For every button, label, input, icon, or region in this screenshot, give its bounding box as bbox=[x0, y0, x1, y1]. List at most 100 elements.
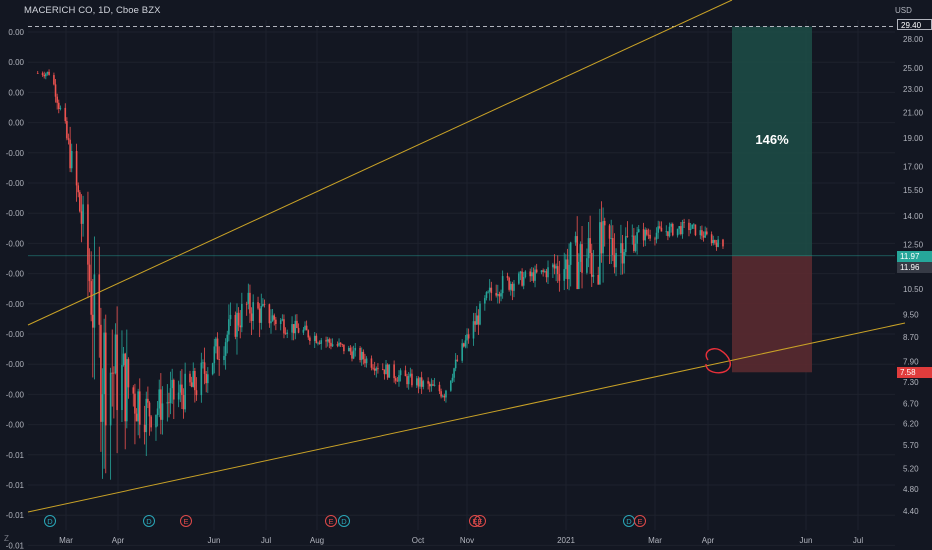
candle-body bbox=[547, 267, 549, 278]
candle-body bbox=[386, 364, 389, 378]
candle-body bbox=[385, 364, 387, 375]
dividend-marker[interactable]: D bbox=[44, 515, 56, 527]
x-axis-tick: Jun bbox=[800, 536, 813, 545]
candle-body bbox=[354, 347, 357, 351]
candle-body bbox=[143, 424, 146, 433]
candle-body bbox=[521, 271, 523, 286]
candle-body bbox=[501, 276, 504, 294]
currency-label: USD bbox=[895, 6, 912, 15]
candle-body bbox=[466, 334, 468, 341]
candle-body bbox=[416, 378, 418, 386]
candle-body bbox=[226, 334, 229, 343]
candle-body bbox=[273, 315, 276, 320]
candle-body bbox=[249, 292, 251, 314]
candle-body bbox=[599, 222, 601, 285]
candle-body bbox=[433, 384, 436, 386]
candle-body bbox=[307, 330, 310, 338]
left-axis-tick: -0.00 bbox=[6, 209, 25, 218]
candle-body bbox=[464, 340, 467, 347]
candle-body bbox=[92, 314, 94, 328]
candle-body bbox=[57, 102, 60, 109]
x-axis-tick: Jun bbox=[208, 536, 221, 545]
candle-body bbox=[202, 362, 204, 364]
candle-body bbox=[519, 271, 522, 274]
candle-body bbox=[147, 398, 149, 403]
candle-body bbox=[292, 324, 295, 334]
candle-body bbox=[636, 232, 638, 244]
candle-body bbox=[427, 381, 429, 384]
candle-body bbox=[398, 375, 400, 382]
left-axis-tick: -0.01 bbox=[6, 451, 25, 460]
candle-body bbox=[396, 380, 399, 382]
candle-body bbox=[67, 138, 70, 140]
candle-body bbox=[359, 347, 361, 360]
dividend-marker[interactable]: D bbox=[143, 515, 155, 527]
candle-body bbox=[608, 225, 611, 239]
candle-body bbox=[693, 224, 695, 226]
candle-body bbox=[343, 344, 345, 352]
right-axis-tick: 8.70 bbox=[903, 333, 919, 342]
candle-body bbox=[281, 319, 284, 321]
x-axis-tick: Aug bbox=[310, 536, 324, 545]
candle-body bbox=[513, 283, 515, 291]
candle-body bbox=[213, 346, 216, 364]
dividend-marker[interactable]: D bbox=[338, 515, 350, 527]
candle-body bbox=[665, 231, 668, 233]
left-axis-tick: -0.00 bbox=[6, 149, 25, 158]
right-axis-tick: 25.00 bbox=[903, 64, 924, 73]
candle-body bbox=[241, 303, 243, 328]
candle-body bbox=[286, 332, 288, 334]
candle-body bbox=[79, 192, 81, 212]
candle-body bbox=[260, 306, 263, 323]
candle-body bbox=[569, 242, 572, 265]
right-axis-tick: 19.00 bbox=[903, 134, 924, 143]
candle-body bbox=[325, 340, 327, 342]
right-axis-tick: 9.50 bbox=[903, 311, 919, 320]
candle-body bbox=[302, 329, 305, 333]
stop-zone bbox=[732, 255, 812, 373]
candle-body bbox=[474, 321, 476, 325]
candle-body bbox=[454, 359, 457, 369]
candle-body bbox=[189, 373, 191, 383]
candle-body bbox=[623, 252, 625, 264]
candle-body bbox=[294, 320, 297, 334]
left-axis-tick: -0.00 bbox=[6, 179, 25, 188]
left-axis-tick: -0.01 bbox=[6, 541, 25, 550]
candle-body bbox=[347, 347, 350, 352]
candle-body bbox=[498, 294, 501, 297]
candle-body bbox=[590, 252, 593, 277]
candle-body bbox=[326, 339, 329, 342]
candle-body bbox=[375, 368, 378, 371]
candle-body bbox=[101, 394, 104, 422]
candle-body bbox=[56, 96, 58, 103]
candle-body bbox=[472, 321, 475, 339]
candle-body bbox=[377, 368, 379, 370]
candle-body bbox=[633, 235, 635, 252]
candle-body bbox=[360, 351, 363, 360]
candle-body bbox=[179, 384, 182, 393]
candle-body bbox=[420, 377, 423, 387]
timezone-label[interactable]: Z bbox=[4, 534, 9, 543]
earnings-marker[interactable]: E bbox=[180, 515, 192, 527]
left-axis-tick: -0.00 bbox=[6, 300, 25, 309]
candle-body bbox=[161, 403, 164, 420]
earnings-marker[interactable]: E bbox=[634, 515, 646, 527]
earnings-marker[interactable]: E bbox=[474, 515, 486, 527]
earnings-marker[interactable]: E bbox=[325, 515, 337, 527]
candle-body bbox=[171, 379, 173, 389]
candle-body bbox=[500, 293, 502, 297]
candle-body bbox=[456, 359, 459, 361]
candle-body bbox=[394, 378, 397, 381]
candle-body bbox=[568, 264, 570, 280]
candle-body bbox=[53, 75, 55, 85]
candle-body bbox=[646, 229, 648, 235]
candle-body bbox=[116, 334, 118, 411]
candle-body bbox=[121, 365, 123, 411]
candle-body bbox=[77, 185, 80, 193]
candle-body bbox=[543, 271, 546, 272]
candle-body bbox=[275, 319, 277, 324]
candle-body bbox=[654, 238, 656, 240]
candle-body bbox=[75, 151, 78, 186]
